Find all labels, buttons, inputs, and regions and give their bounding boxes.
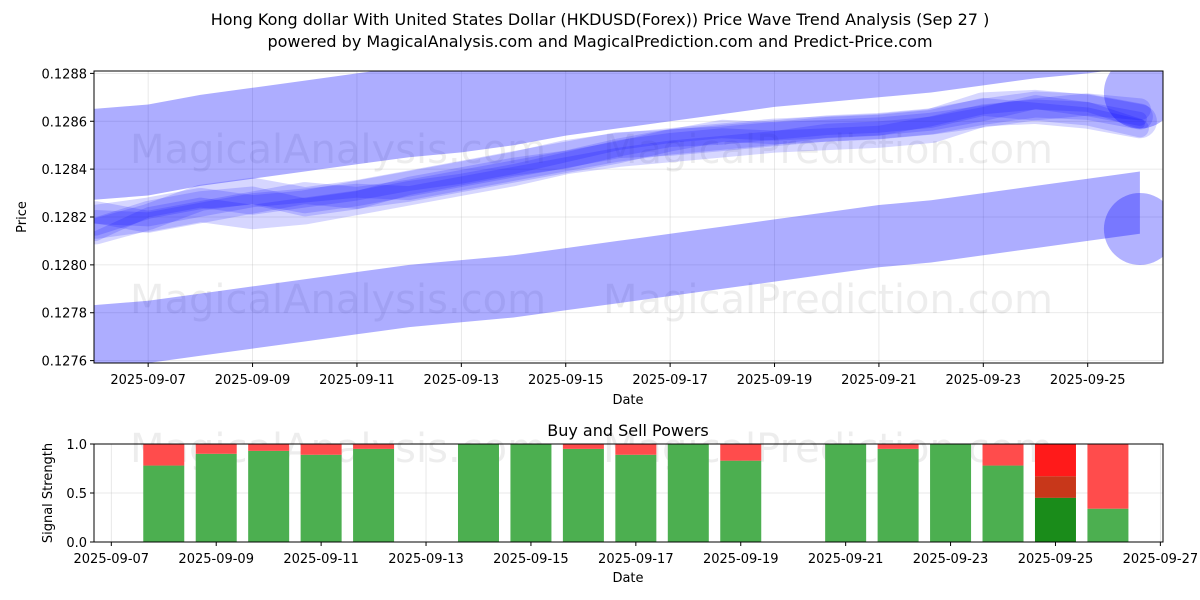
signal-x-tick-label: 2025-09-17: [598, 552, 674, 567]
price-x-tick-label: 2025-09-07: [110, 373, 186, 388]
price-wave-line: [94, 93, 1151, 233]
price-y-tick-label: 0.1286: [42, 115, 88, 130]
signal-x-tick-label: 2025-09-13: [388, 552, 464, 567]
price-band: [94, 71, 1106, 200]
price-x-tick-label: 2025-09-09: [215, 373, 291, 388]
signal-x-ticks: 2025-09-07 2025-09-09 2025-09-11 2025-09-13…: [74, 542, 1199, 567]
price-y-tick-label: 0.1278: [42, 307, 88, 322]
price-y-tick-label: 0.1276: [42, 355, 88, 370]
sell-bar: [1087, 444, 1129, 509]
price-y-tick-label: 0.1282: [42, 211, 88, 226]
price-y-tick-label: 0.1288: [42, 67, 88, 82]
signal-bars: [143, 444, 1129, 542]
watermark-prediction-top: MagicalPrediction.com: [603, 127, 1053, 173]
price-y-axis-label: Price: [15, 201, 30, 233]
price-wave-line: [94, 89, 1157, 239]
watermark-prediction-mid: MagicalPrediction.com: [603, 277, 1053, 323]
price-end-marker: [1103, 192, 1163, 265]
signal-x-tick-label: 2025-09-27: [1123, 552, 1199, 567]
signal-x-tick-label: 2025-09-15: [493, 552, 569, 567]
price-wave-panel: MagicalAnalysis.com MagicalPrediction.co…: [15, 67, 1164, 408]
sell-bar: [982, 444, 1024, 466]
signal-y-ticks: 0.0 0.5 1.0: [66, 438, 94, 551]
watermark-analysis-mid: MagicalAnalysis.com: [130, 277, 546, 323]
price-y-tick-label: 0.1284: [42, 163, 88, 178]
price-x-tick-label: 2025-09-19: [737, 373, 813, 388]
signal-x-tick-label: 2025-09-25: [1018, 552, 1094, 567]
price-wave-line: [94, 95, 1147, 227]
sell-bar: [195, 444, 237, 454]
price-x-tick-label: 2025-09-15: [528, 373, 604, 388]
sell-bar: [562, 444, 604, 449]
mixed-bar: [1034, 476, 1076, 498]
sell-bar: [615, 444, 657, 455]
buy-bar: [300, 454, 342, 542]
signal-y-tick-label: 1.0: [66, 438, 87, 453]
price-x-tick-label: 2025-09-17: [632, 373, 708, 388]
price-watermarks: MagicalAnalysis.com MagicalPrediction.co…: [130, 127, 1053, 323]
signal-x-tick-label: 2025-09-21: [808, 552, 884, 567]
buy-bar: [982, 465, 1024, 542]
price-wave-line: [94, 97, 1149, 236]
price-x-axis-label: Date: [612, 393, 643, 408]
buy-bar: [720, 460, 762, 542]
price-x-tick-label: 2025-09-21: [841, 373, 917, 388]
buy-bar: [143, 465, 185, 542]
signal-y-axis-label: Signal Strength: [41, 443, 56, 543]
buy-bar: [195, 453, 237, 542]
price-x-tick-label: 2025-09-25: [1050, 373, 1126, 388]
sell-bar: [1034, 444, 1076, 477]
chart-title-line1: Hong Kong dollar With United States Doll…: [211, 10, 990, 29]
price-end-marker: [1103, 71, 1163, 129]
price-x-ticks: 2025-09-07 2025-09-09 2025-09-11 2025-09-13…: [110, 363, 1125, 388]
price-end-markers: [1103, 71, 1163, 265]
sell-bar: [353, 444, 395, 449]
price-waves: [94, 89, 1157, 245]
buy-bar: [877, 448, 919, 542]
sell-bar: [300, 444, 342, 455]
signal-y-tick-label: 0.5: [66, 487, 87, 502]
price-band: [94, 171, 1140, 363]
buy-bar: [825, 444, 867, 542]
signal-chart-title: Buy and Sell Powers: [547, 421, 709, 440]
buy-bar: [562, 448, 604, 542]
price-x-tick-label: 2025-09-13: [424, 373, 500, 388]
chart-title-line2: powered by MagicalAnalysis.com and Magic…: [267, 32, 932, 51]
buy-bar: [248, 450, 290, 542]
buy-bar: [930, 444, 972, 542]
price-bands: [94, 71, 1140, 363]
signal-x-tick-label: 2025-09-11: [283, 552, 359, 567]
signal-x-tick-label: 2025-09-09: [178, 552, 254, 567]
signal-panel: Buy and Sell Powers MagicalAnalysis.com …: [41, 421, 1198, 586]
price-x-tick-label: 2025-09-23: [946, 373, 1022, 388]
price-y-ticks: 0.1276 0.1278 0.1280 0.1282 0.1284 0.1286 0.12…: [42, 67, 94, 370]
sell-bar: [248, 444, 290, 451]
buy-bar: [615, 454, 657, 542]
signal-x-tick-label: 2025-09-19: [703, 552, 779, 567]
price-grid: [94, 71, 1163, 363]
signal-y-tick-label: 0.0: [66, 536, 87, 551]
price-wave-line: [94, 99, 1145, 242]
buy-bar: [667, 444, 709, 542]
price-x-tick-label: 2025-09-11: [319, 373, 395, 388]
buy-bar: [457, 444, 499, 542]
signal-x-axis-label: Date: [612, 571, 643, 586]
buy-bar: [510, 444, 552, 542]
price-wave-line: [94, 91, 1153, 245]
buy-bar: [1087, 508, 1129, 542]
signal-x-tick-label: 2025-09-23: [913, 552, 989, 567]
buy-bar: [353, 448, 395, 542]
signal-x-tick-label: 2025-09-07: [74, 552, 150, 567]
buy-bar: [1034, 497, 1076, 542]
sell-bar: [143, 444, 185, 466]
sell-bar: [720, 444, 762, 461]
price-y-tick-label: 0.1280: [42, 259, 88, 274]
sell-bar: [877, 444, 919, 449]
watermark-analysis-top: MagicalAnalysis.com: [130, 127, 546, 173]
